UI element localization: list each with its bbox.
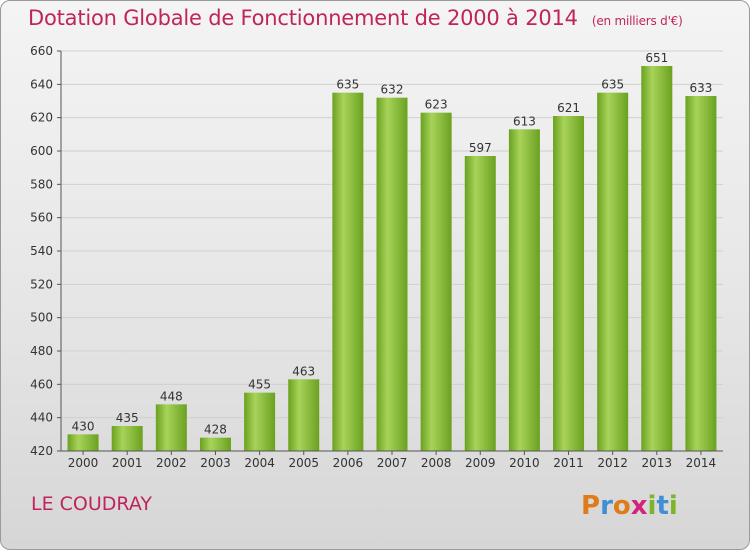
value-label-2008: 623 [425, 98, 448, 112]
logo-letter: r [600, 491, 613, 521]
axis-layer: 420 440 460 480 500 520 540 560 580 600 620 640 660 2… [30, 44, 723, 470]
y-tick-label: 460 [30, 377, 53, 391]
bar-2001 [111, 426, 143, 451]
x-tick-label-2011: 2011 [553, 456, 584, 470]
x-tick-label-2005: 2005 [288, 456, 319, 470]
bar-2014 [685, 96, 717, 451]
x-tick-label-2014: 2014 [686, 456, 717, 470]
logo-letter: o [612, 491, 631, 521]
value-label-2007: 632 [381, 83, 404, 97]
x-tick-label-2004: 2004 [244, 456, 275, 470]
y-tick-label: 560 [30, 211, 53, 225]
x-tick-label-2002: 2002 [156, 456, 187, 470]
bar-2000 [67, 434, 99, 451]
value-label-2006: 635 [336, 78, 359, 92]
bar-2007 [376, 97, 408, 452]
x-tick-label-2000: 2000 [68, 456, 99, 470]
logo-letter: P [581, 491, 601, 521]
y-tick-label: 500 [30, 311, 53, 325]
y-tick-label: 600 [30, 144, 53, 158]
bar-2002 [155, 404, 187, 451]
x-tick-label-2009: 2009 [465, 456, 496, 470]
x-tick-label-2010: 2010 [509, 456, 540, 470]
value-label-2012: 635 [601, 78, 624, 92]
x-tick-label-2001: 2001 [112, 456, 143, 470]
x-tick-label-2012: 2012 [597, 456, 628, 470]
bar-2005 [288, 379, 320, 451]
value-label-2014: 633 [689, 81, 712, 95]
y-tick-label: 660 [30, 44, 53, 58]
value-label-2000: 430 [72, 419, 95, 433]
y-tick-label: 480 [30, 344, 53, 358]
logo-letter: i [647, 491, 657, 521]
bar-2011 [553, 116, 585, 451]
value-label-2010: 613 [513, 114, 536, 128]
x-tick-label-2003: 2003 [200, 456, 231, 470]
x-tick-label-2013: 2013 [642, 456, 673, 470]
y-tick-label: 420 [30, 444, 53, 458]
chart-title: Dotation Globale de Fonctionnement de 20… [28, 6, 683, 30]
x-tick-label-2008: 2008 [421, 456, 452, 470]
value-label-2001: 435 [116, 411, 139, 425]
bar-2013 [641, 66, 673, 451]
y-tick-label: 540 [30, 244, 53, 258]
bar-2009 [464, 156, 496, 451]
logo-letter: x [630, 491, 648, 521]
value-label-2003: 428 [204, 423, 227, 437]
bar-layer [67, 66, 717, 452]
bar-2008 [420, 112, 452, 452]
value-label-2009: 597 [469, 141, 492, 155]
bar-2012 [597, 92, 629, 452]
value-label-2004: 455 [248, 378, 271, 392]
value-label-2002: 448 [160, 389, 183, 403]
x-tick-label-2007: 2007 [377, 456, 408, 470]
proxiti-logo: Proxiti [581, 491, 678, 521]
location-label: LE COUDRAY [31, 493, 152, 515]
value-label-2013: 651 [645, 51, 668, 65]
value-label-2011: 621 [557, 101, 580, 115]
x-tick-label-2006: 2006 [333, 456, 364, 470]
unit-label: (en milliers d'€) [591, 14, 683, 28]
logo-letter: t [656, 491, 669, 521]
label-layer: 430 435 448 428 455 463 635 632 623 597 613 621 635 6… [72, 51, 713, 437]
bar-2004 [244, 392, 276, 451]
value-label-2005: 463 [292, 364, 315, 378]
y-tick-label: 580 [30, 177, 53, 191]
bar-2010 [508, 129, 540, 452]
y-tick-label: 640 [30, 77, 53, 91]
chart-title-text: Dotation Globale de Fonctionnement de 20… [28, 6, 578, 30]
logo-letter: i [668, 491, 678, 521]
y-tick-label: 620 [30, 111, 53, 125]
y-tick-label: 440 [30, 411, 53, 425]
y-tick-label: 520 [30, 277, 53, 291]
bar-2003 [199, 437, 231, 451]
bar-2006 [332, 92, 364, 452]
